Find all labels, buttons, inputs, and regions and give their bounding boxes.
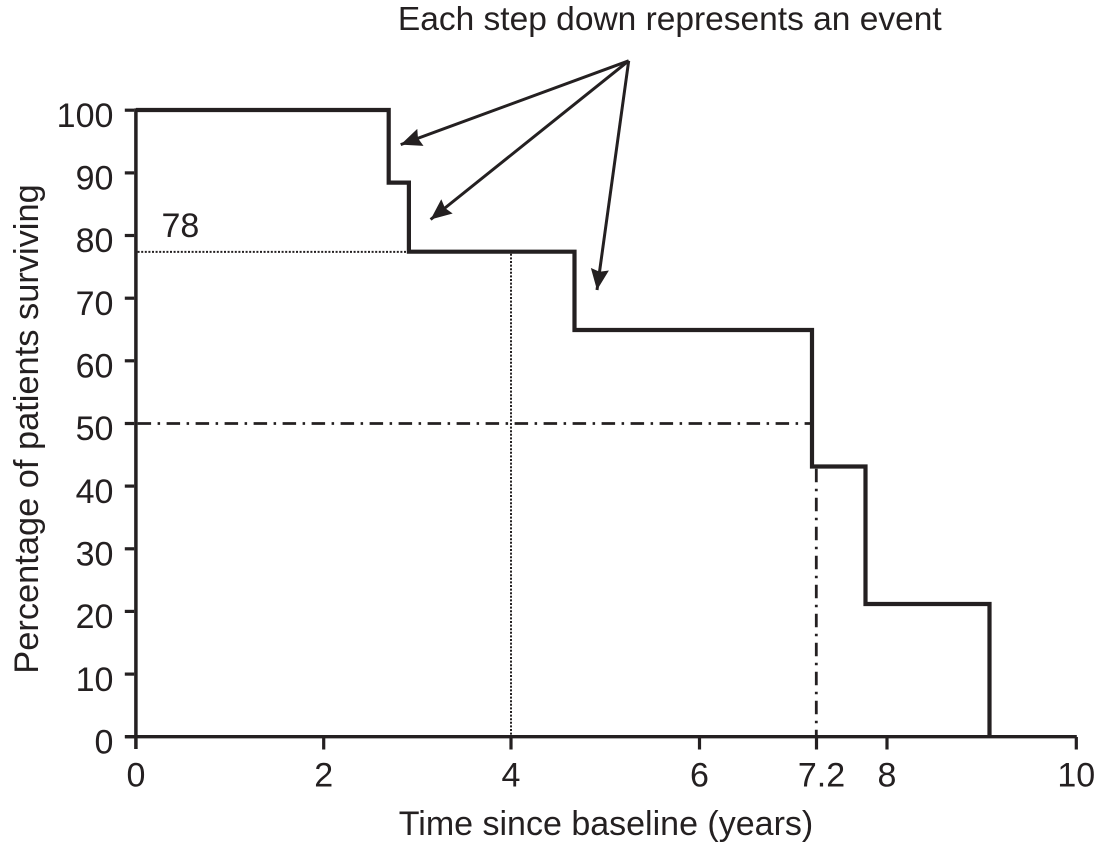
svg-text:100: 100: [57, 97, 114, 135]
svg-text:8: 8: [878, 757, 897, 795]
svg-text:78: 78: [162, 207, 200, 245]
svg-text:90: 90: [76, 160, 114, 198]
svg-text:0: 0: [94, 723, 113, 761]
svg-text:6: 6: [690, 757, 709, 795]
svg-text:80: 80: [76, 222, 114, 260]
svg-text:0: 0: [126, 757, 145, 795]
svg-text:10: 10: [76, 661, 114, 699]
svg-text:70: 70: [76, 285, 114, 323]
svg-text:60: 60: [76, 348, 114, 386]
svg-text:30: 30: [76, 536, 114, 574]
svg-text:Time since baseline (years): Time since baseline (years): [399, 805, 813, 842]
svg-text:4: 4: [502, 757, 521, 795]
svg-text:2: 2: [314, 757, 333, 795]
svg-text:Percentage of patients survivi: Percentage of patients surviving: [8, 184, 46, 673]
svg-text:10: 10: [1057, 757, 1095, 795]
svg-text:50: 50: [76, 410, 114, 448]
svg-text:Each step down represents an e: Each step down represents an event: [398, 1, 942, 38]
svg-text:40: 40: [76, 473, 114, 511]
svg-text:7.2: 7.2: [798, 757, 845, 795]
svg-text:20: 20: [76, 598, 114, 636]
